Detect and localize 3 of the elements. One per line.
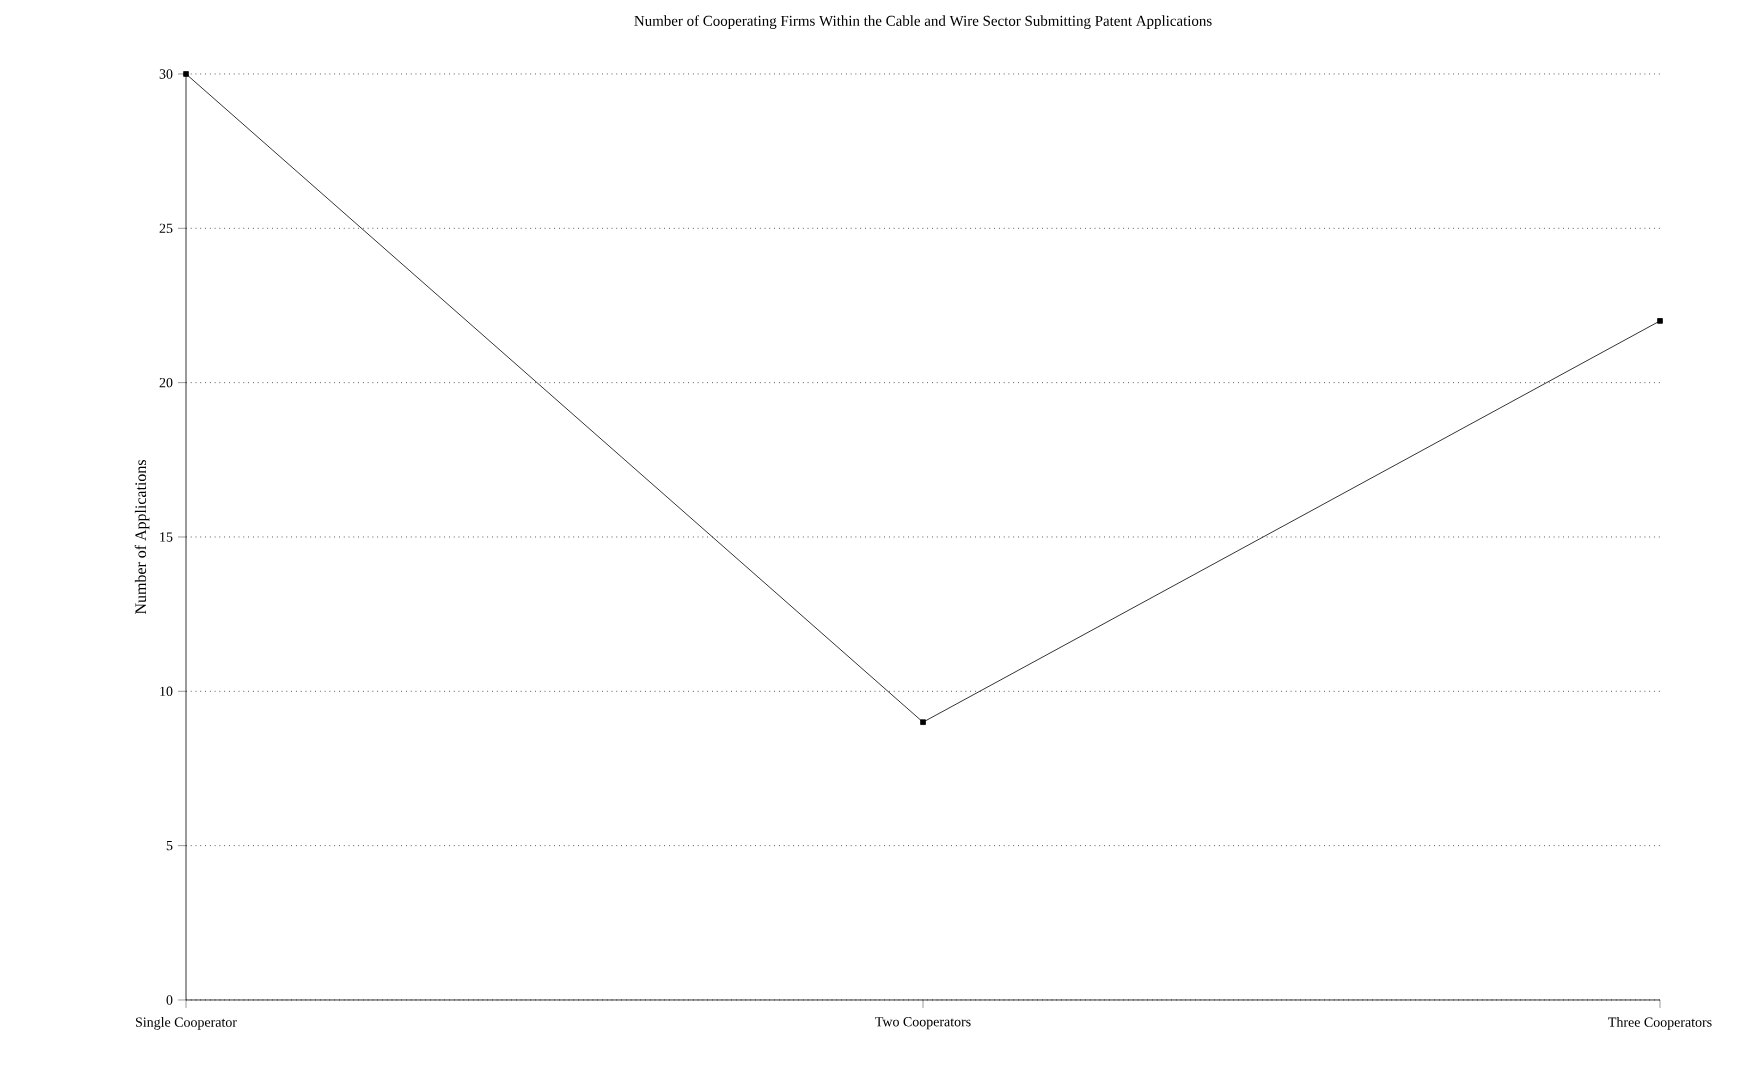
point xyxy=(183,71,189,77)
point xyxy=(920,719,926,725)
point xyxy=(1657,318,1663,324)
